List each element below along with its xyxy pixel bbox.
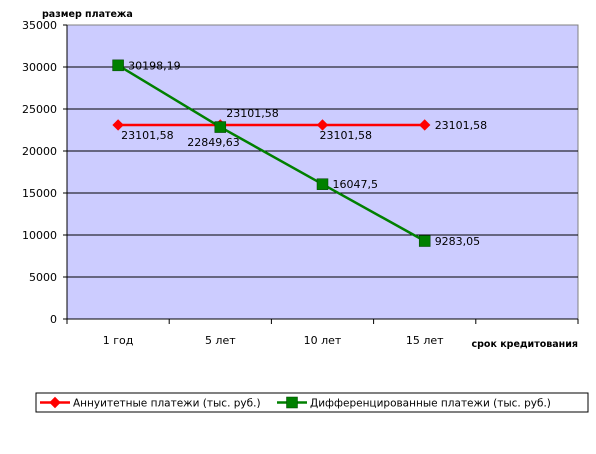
legend-item-2: Дифференцированные платежи (тыс. руб.) bbox=[277, 396, 551, 410]
y-tick-label: 35000 bbox=[22, 19, 57, 32]
series-layer bbox=[112, 59, 431, 247]
data-label: 23101,58 bbox=[435, 119, 488, 132]
series-2 bbox=[112, 59, 431, 247]
x-tick-label: 10 лет bbox=[304, 334, 342, 347]
x-axis-title: срок кредитования bbox=[471, 339, 578, 350]
data-point-marker bbox=[286, 396, 298, 409]
data-label: 22849,63 bbox=[187, 136, 240, 149]
x-axis-ticks: 1 год 5 лет 10 лет 15 лет bbox=[66, 319, 579, 347]
series-line bbox=[117, 64, 426, 243]
y-tick-label: 5000 bbox=[29, 271, 57, 284]
y-tick-label: 15000 bbox=[22, 187, 57, 200]
data-point-marker bbox=[214, 121, 227, 133]
data-point-marker bbox=[316, 119, 329, 131]
data-point-marker bbox=[49, 396, 61, 409]
legend-label: Дифференцированные платежи (тыс. руб.) bbox=[310, 398, 551, 410]
data-point-marker bbox=[112, 59, 124, 72]
data-label: 23101,58 bbox=[320, 129, 373, 142]
y-tick-label: 25000 bbox=[22, 103, 57, 116]
legend-item-1: Аннуитетные платежи (тыс. руб.) bbox=[40, 396, 261, 410]
x-tick-label: 5 лет bbox=[205, 334, 236, 347]
y-tick-label: 0 bbox=[50, 313, 57, 326]
data-point-marker bbox=[418, 119, 431, 131]
data-point-marker bbox=[418, 235, 431, 247]
data-label: 9283,05 bbox=[435, 235, 481, 248]
y-axis-title: размер платежа bbox=[42, 9, 133, 20]
data-point-marker bbox=[112, 119, 124, 131]
data-label: 30198,19 bbox=[128, 59, 181, 72]
x-tick-label: 15 лет bbox=[406, 334, 444, 347]
data-label: 23101,58 bbox=[226, 107, 278, 120]
data-point-marker bbox=[316, 178, 329, 190]
plot-area bbox=[66, 24, 579, 320]
y-tick-label: 30000 bbox=[22, 61, 57, 74]
y-tick-label: 10000 bbox=[22, 229, 57, 242]
data-label: 16047,5 bbox=[333, 178, 379, 191]
x-tick-label: 1 год bbox=[103, 334, 134, 347]
legend: Аннуитетные платежи (тыс. руб.) Дифференц… bbox=[35, 392, 589, 413]
legend-label: Аннуитетные платежи (тыс. руб.) bbox=[73, 398, 261, 410]
y-axis-ticks: 0 5000 10000 15000 20000 25000 30000 35000 bbox=[22, 19, 578, 326]
data-label: 23101,58 bbox=[121, 129, 174, 142]
data-labels: 23101,58 23101,58 23101,58 23101,58 30198,19… bbox=[121, 59, 487, 248]
y-tick-label: 20000 bbox=[22, 145, 57, 158]
gridlines bbox=[67, 66, 578, 278]
legend-box bbox=[35, 392, 589, 413]
